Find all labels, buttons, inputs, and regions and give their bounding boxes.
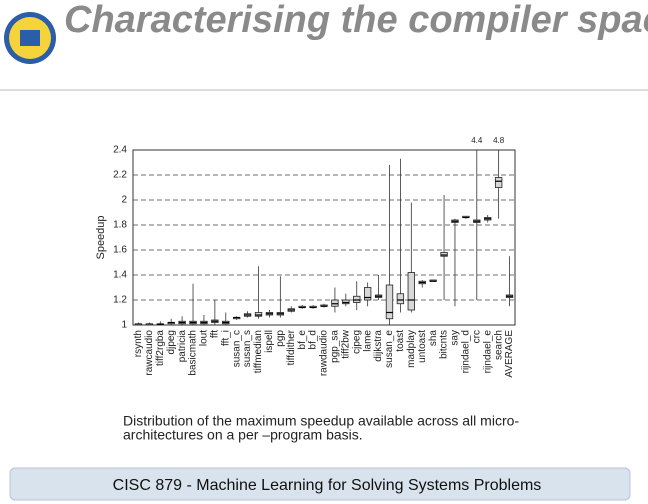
box [331,299,339,307]
footer-bar [9,467,631,501]
box [145,323,154,325]
y-tick-label: 1.2 [113,295,127,306]
y-tick-label: 2 [121,195,127,206]
x-tick-label: lout [199,330,210,346]
x-tick-label: crc [471,330,482,343]
box [254,312,263,317]
x-tick-label: rawcaudio [144,330,155,376]
x-tick-label: dijkstra [373,330,384,362]
offscale-label: 4.8 [493,136,505,145]
offscale-label: 4.4 [471,136,483,145]
box [396,293,405,305]
y-tick-label: 1.6 [113,245,127,256]
y-tick-label: 1.4 [113,270,127,281]
x-tick-label: pgp [275,330,286,347]
x-tick-label: patricia [177,330,188,363]
x-tick-label: say [450,330,461,346]
x-tick-label: rijndael_d [461,330,472,373]
x-tick-label: bitcnts [439,330,450,359]
footer-text: CISC 879 - Machine Learning for Solving … [113,477,542,494]
x-tick-label: fft_i [220,330,231,346]
x-tick-label: basicmath [188,330,199,376]
x-tick-label: tiffmedian [253,330,264,373]
x-tick-label: toast [395,330,406,352]
plot-area [134,150,514,325]
y-tick-label: 1 [121,320,127,331]
x-tick-label: untoast [417,330,428,363]
plot-frame [132,149,516,326]
box [134,323,143,325]
box [385,284,394,320]
x-tick-label: madplay [406,330,417,368]
x-tick-label: AVERAGE [504,330,515,378]
x-tick-label: rsynth [133,330,144,357]
x-tick-label: susan_s [242,330,253,367]
x-tick-label: bf_e [297,330,308,350]
box [407,272,415,311]
x-tick-label: djpeg [166,330,177,354]
x-tick-label: ispell [264,330,275,353]
x-tick-label: rijndael_e [482,330,493,374]
box [353,295,361,303]
y-axis-label: Speedup [95,215,107,259]
caption-line: architectures on a per –program basis. [123,427,363,443]
x-tick-label: bf_d [308,330,319,349]
x-tick-label: susan_e [384,330,395,368]
logo [4,12,56,64]
y-tick-label: 2.2 [113,170,127,181]
x-tick-label: search [493,330,504,360]
x-tick-label: lame [362,330,373,352]
caption-line: Distribution of the maximum speedup avai… [123,413,519,429]
x-tick-label: cjpeg [351,330,362,354]
x-tick-label: rawdaudio [319,330,330,377]
slide-title: Characterising the compiler space [64,0,648,41]
x-tick-label: tiff2rgba [155,330,166,366]
x-tick-label: sha [428,330,439,347]
chart: 1 1.2 1.4 1.6 1.8 2 2.2 2.4 Speedup rsynth rawcaud… [95,136,516,378]
box [440,252,448,257]
box [342,299,350,305]
y-tick-label: 1.8 [113,220,127,231]
box [494,177,503,188]
x-tick-label: susan_c [231,330,242,367]
box [363,287,372,301]
x-tick-label: tiffdither [286,329,297,365]
y-tick-label: 2.4 [113,145,127,156]
x-tick-label: pgp_sa [330,330,341,363]
x-tick-label: fft [209,330,220,338]
x-tick-label: tiff2bw [340,329,351,358]
